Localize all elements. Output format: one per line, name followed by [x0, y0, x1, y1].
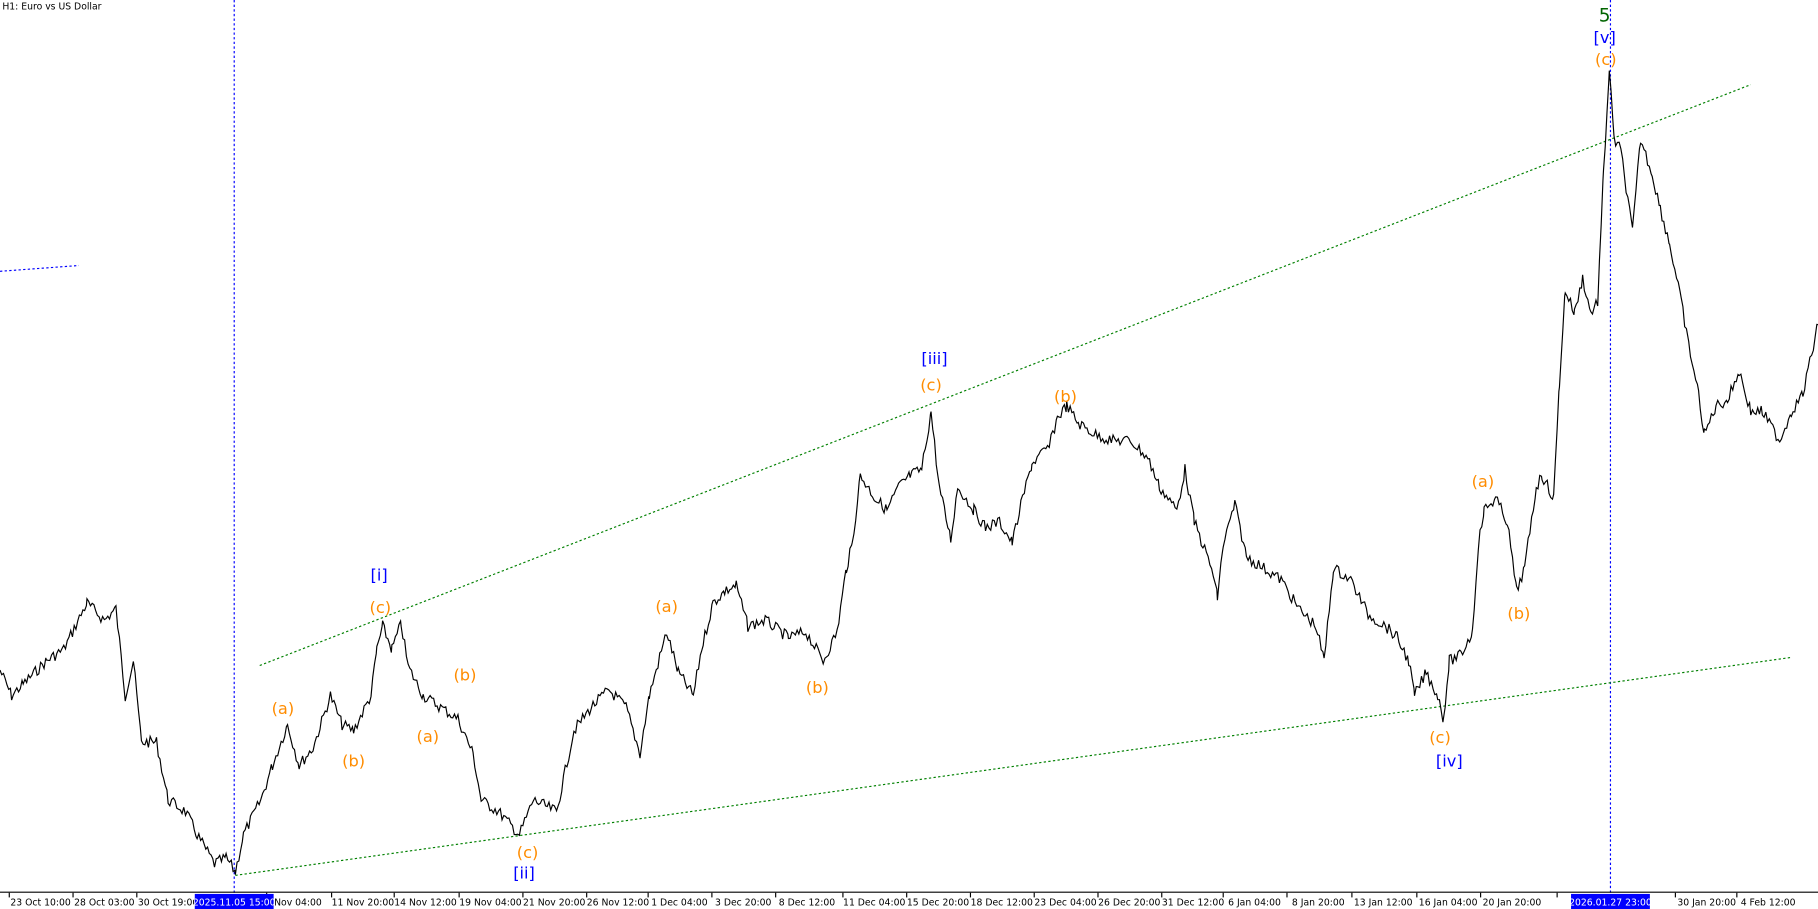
level-line [0, 264, 79, 272]
wave-label-minor: (c) [1429, 728, 1451, 747]
x-tick-label: 3 Dec 20:00 [715, 898, 772, 909]
x-tick-label: 11 Dec 04:00 [843, 898, 905, 909]
x-tick-label: 21 Nov 20:00 [523, 898, 586, 909]
x-tick-label: 4 Feb 12:00 [1741, 898, 1796, 909]
wave-label-minor: (c) [517, 843, 539, 862]
x-tick-label: 28 Oct 03:00 [74, 898, 135, 909]
wave-label-degree: 5 [1599, 6, 1611, 27]
wave-label-minor: (b) [1054, 387, 1077, 406]
wave-label-major: [iv] [1436, 751, 1463, 770]
channel-lower [235, 656, 1792, 876]
wave-label-minor: (b) [453, 665, 476, 684]
axis-highlight-label: 2025.11.05 15:00 [193, 898, 276, 909]
x-tick-label: 18 Dec 12:00 [971, 898, 1033, 909]
x-tick-label: 16 Jan 04:00 [1419, 898, 1478, 909]
wave-label-minor: (a) [417, 727, 440, 746]
wave-label-minor: (c) [370, 598, 392, 617]
wave-label-minor: (c) [1595, 50, 1617, 69]
wave-label-minor: (a) [655, 597, 678, 616]
x-tick-label: 15 Dec 20:00 [907, 898, 969, 909]
x-tick-label: 30 Jan 20:00 [1677, 898, 1736, 909]
x-tick-label: 23 Dec 04:00 [1034, 898, 1096, 909]
axis-highlight-label: 2026.01.27 23:00 [1569, 898, 1652, 909]
axis-highlight [194, 893, 274, 909]
x-tick-label: 6 Jan 04:00 [1228, 898, 1281, 909]
chart-title: H1: Euro vs US Dollar [2, 1, 101, 12]
wave-label-minor: (a) [272, 699, 295, 718]
axis-highlight [1571, 893, 1650, 909]
x-tick-label: 11 Nov 20:00 [332, 898, 395, 909]
x-tick-label: 30 Oct 19:00 [138, 898, 199, 909]
x-tick-label: Nov 04:00 [274, 898, 322, 909]
x-tick-label: 8 Jan 20:00 [1292, 898, 1345, 909]
x-tick-label: 26 Dec 20:00 [1098, 898, 1160, 909]
x-tick-label: 20 Jan 20:00 [1483, 898, 1542, 909]
wave-label-major: [iii] [921, 349, 947, 368]
x-tick-label: 26 Nov 12:00 [587, 898, 650, 909]
x-tick-label: 23 Oct 10:00 [10, 898, 71, 909]
wave-label-minor: (b) [1507, 604, 1530, 623]
wave-label-minor: (a) [1472, 472, 1495, 491]
wave-label-major: [v] [1594, 28, 1616, 47]
price-line [0, 70, 1818, 875]
x-tick-label: 1 Dec 04:00 [651, 898, 708, 909]
wave-label-minor: (b) [342, 751, 365, 770]
x-tick-label: 14 Nov 12:00 [394, 898, 457, 909]
wave-label-minor: (b) [806, 678, 829, 697]
x-tick-label: 31 Dec 12:00 [1162, 898, 1224, 909]
x-tick-label: 8 Dec 12:00 [779, 898, 836, 909]
wave-label-major: [ii] [513, 864, 535, 883]
x-tick-label: 19 Nov 04:00 [459, 898, 522, 909]
wave-label-minor: (c) [920, 376, 942, 395]
x-tick-label: 13 Jan 12:00 [1354, 898, 1413, 909]
wave-label-major: [i] [371, 566, 388, 585]
